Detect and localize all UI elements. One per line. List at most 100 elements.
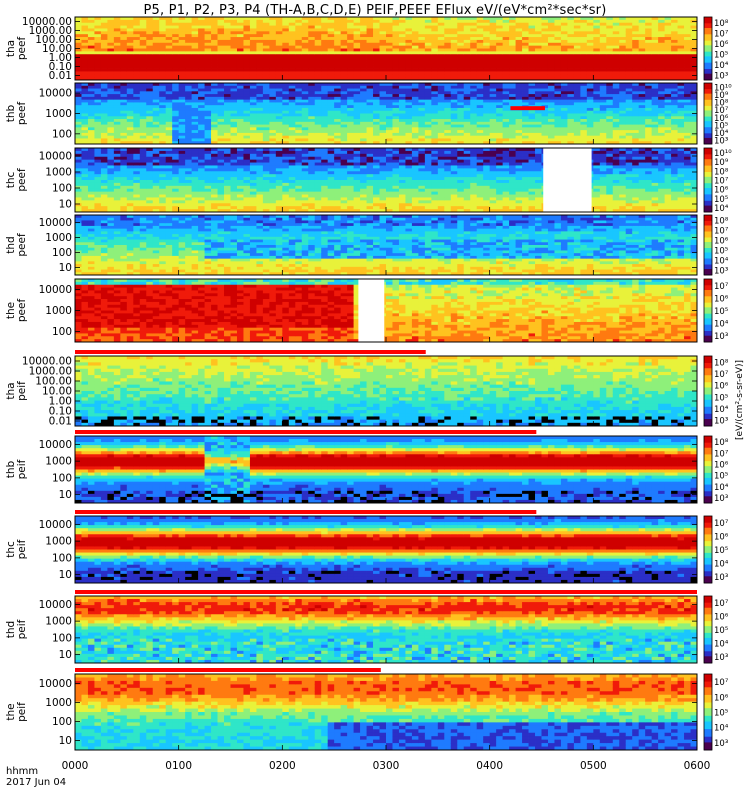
heatmap-cell bbox=[139, 59, 147, 64]
heatmap-cell bbox=[327, 17, 335, 21]
heatmap-cell bbox=[282, 39, 290, 44]
heatmap-cell bbox=[178, 150, 186, 155]
colorbar-segment bbox=[704, 75, 712, 78]
heatmap-cell bbox=[334, 85, 342, 89]
heatmap-cell bbox=[94, 59, 102, 64]
heatmap-cell bbox=[625, 124, 633, 128]
heatmap-cell bbox=[586, 37, 594, 41]
heatmap-cell bbox=[198, 96, 205, 101]
heatmap-cell bbox=[133, 48, 141, 52]
heatmap-cell bbox=[191, 62, 199, 67]
heatmap-cell bbox=[139, 174, 147, 178]
heatmap-cell bbox=[463, 124, 471, 128]
heatmap-cell bbox=[217, 105, 225, 109]
heatmap-cell bbox=[113, 182, 121, 187]
heatmap-cell bbox=[152, 135, 160, 139]
heatmap-cell bbox=[224, 113, 231, 117]
heatmap-cell bbox=[230, 159, 238, 163]
heatmap-cell bbox=[327, 37, 335, 41]
heatmap-cell bbox=[165, 209, 173, 213]
heatmap-cell bbox=[308, 22, 316, 26]
heatmap-cell bbox=[295, 37, 303, 41]
heatmap-cell bbox=[398, 28, 406, 32]
heatmap-cell bbox=[230, 48, 238, 52]
heatmap-cell bbox=[81, 200, 89, 204]
heatmap-cell bbox=[191, 99, 199, 103]
heatmap-cell bbox=[230, 135, 238, 139]
heatmap-cell bbox=[515, 130, 523, 134]
heatmap-cell bbox=[567, 113, 575, 117]
heatmap-cell bbox=[133, 180, 141, 184]
heatmap-cell bbox=[373, 121, 380, 125]
heatmap-cell bbox=[353, 65, 361, 69]
heatmap-cell bbox=[353, 51, 361, 55]
heatmap-cell bbox=[444, 119, 452, 123]
heatmap-cell bbox=[185, 135, 193, 139]
heatmap-cell bbox=[353, 57, 361, 61]
heatmap-cell bbox=[671, 127, 678, 131]
heatmap-cell bbox=[593, 132, 601, 137]
heatmap-cell bbox=[256, 34, 264, 38]
heatmap-cell bbox=[664, 91, 672, 95]
heatmap-cell bbox=[405, 124, 413, 128]
heatmap-cell bbox=[198, 138, 205, 142]
heatmap-cell bbox=[107, 25, 115, 29]
heatmap-cell bbox=[347, 99, 355, 103]
heatmap-cell bbox=[334, 141, 342, 145]
heatmap-cell bbox=[75, 48, 82, 52]
heatmap-cell bbox=[340, 17, 348, 21]
heatmap-cell bbox=[165, 62, 173, 67]
heatmap-cell bbox=[204, 171, 212, 175]
heatmap-cell bbox=[81, 206, 89, 210]
heatmap-cell bbox=[256, 203, 264, 207]
heatmap-cell bbox=[139, 180, 147, 184]
heatmap-cell bbox=[567, 124, 575, 128]
heatmap-cell bbox=[340, 28, 348, 32]
heatmap-cell bbox=[191, 85, 199, 89]
heatmap-cell bbox=[198, 54, 205, 58]
heatmap-cell bbox=[684, 102, 691, 106]
heatmap-cell bbox=[146, 162, 154, 166]
heatmap-cell bbox=[658, 25, 666, 29]
heatmap-cell bbox=[107, 110, 115, 114]
heatmap-cell bbox=[567, 37, 575, 41]
heatmap-cell bbox=[230, 28, 238, 32]
heatmap-cell bbox=[327, 135, 335, 139]
heatmap-cell bbox=[567, 99, 575, 103]
heatmap-cell bbox=[625, 39, 633, 44]
heatmap-cell bbox=[288, 127, 296, 131]
heatmap-cell bbox=[211, 94, 218, 98]
heatmap-cell bbox=[191, 17, 199, 21]
heatmap-cell bbox=[431, 77, 439, 81]
heatmap-cell bbox=[172, 138, 180, 142]
heatmap-cell bbox=[457, 22, 465, 26]
heatmap-cell bbox=[107, 88, 115, 92]
heatmap-cell bbox=[522, 19, 529, 24]
heatmap-cell bbox=[366, 99, 374, 103]
heatmap-cell bbox=[113, 65, 121, 69]
heatmap-cell bbox=[483, 130, 491, 134]
heatmap-cell bbox=[515, 116, 523, 120]
heatmap-cell bbox=[139, 127, 147, 131]
heatmap-cell bbox=[606, 34, 614, 38]
heatmap-cell bbox=[120, 85, 128, 89]
heatmap-cell bbox=[612, 119, 620, 123]
heatmap-cell bbox=[152, 153, 160, 158]
heatmap-cell bbox=[483, 127, 491, 131]
heatmap-cell bbox=[606, 85, 614, 89]
heatmap-cell bbox=[120, 135, 128, 139]
heatmap-cell bbox=[528, 51, 536, 55]
heatmap-cell bbox=[502, 107, 510, 112]
heatmap-cell bbox=[554, 88, 562, 92]
heatmap-cell bbox=[217, 153, 225, 158]
heatmap-cell bbox=[651, 45, 659, 49]
heatmap-cell bbox=[75, 42, 82, 47]
heatmap-cell bbox=[282, 135, 290, 139]
heatmap-cell bbox=[651, 31, 659, 35]
heatmap-cell bbox=[528, 96, 536, 101]
heatmap-cell bbox=[159, 191, 167, 195]
heatmap-cell bbox=[224, 110, 231, 114]
heatmap-cell bbox=[327, 71, 335, 75]
heatmap-cell bbox=[684, 105, 691, 109]
heatmap-cell bbox=[424, 96, 432, 101]
